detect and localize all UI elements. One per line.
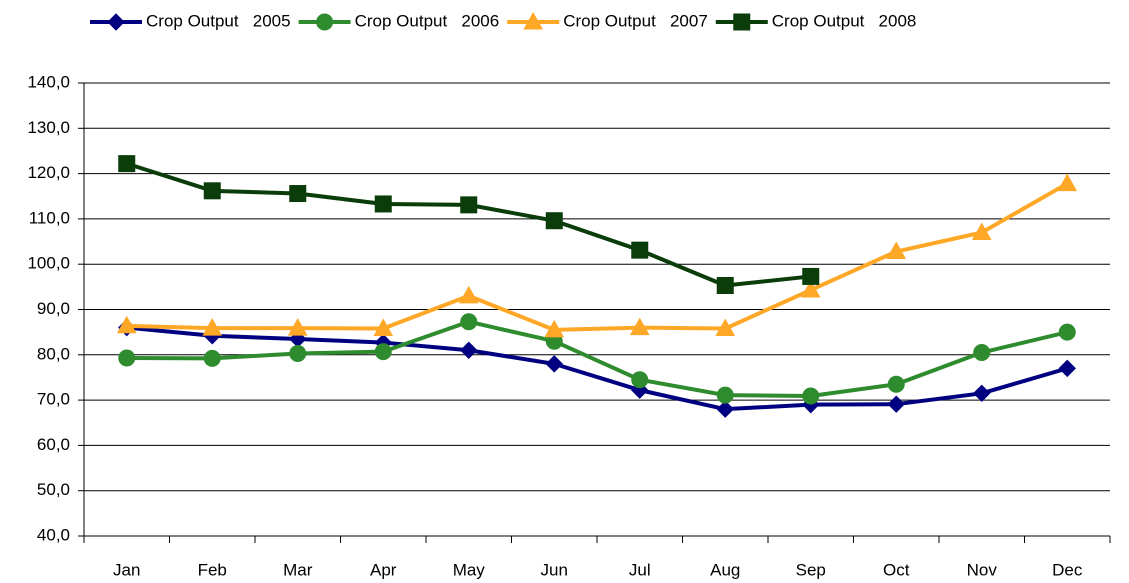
- marker: [973, 384, 991, 403]
- marker: [1057, 173, 1078, 192]
- legend-label: Crop Output 2005: [146, 11, 291, 30]
- y-tick-label: 120,0: [27, 163, 70, 182]
- series-line: [126, 319, 1068, 399]
- y-tick-label: 40,0: [37, 525, 70, 544]
- marker: [802, 267, 820, 285]
- x-tick-label: Jul: [629, 560, 651, 579]
- marker: [203, 349, 221, 367]
- marker: [202, 318, 223, 336]
- series-line: [126, 161, 811, 288]
- marker: [545, 355, 563, 373]
- marker: [886, 241, 907, 260]
- y-tick-label: 130,0: [27, 118, 70, 137]
- marker: [373, 318, 394, 337]
- marker: [458, 285, 479, 304]
- marker: [203, 182, 221, 200]
- y-tick-label: 90,0: [37, 299, 70, 318]
- marker: [716, 386, 734, 404]
- x-tick-label: May: [453, 560, 486, 579]
- marker: [374, 343, 392, 361]
- y-tick-label: 80,0: [37, 344, 70, 363]
- marker: [971, 222, 992, 240]
- marker: [460, 341, 478, 359]
- marker: [631, 371, 649, 389]
- x-tick-label: Feb: [198, 560, 227, 579]
- legend-label: Crop Output 2006: [355, 11, 500, 30]
- x-tick-label: Nov: [967, 560, 998, 579]
- marker: [116, 315, 137, 334]
- legend-marker: [316, 13, 334, 31]
- x-tick-label: Mar: [283, 560, 313, 579]
- y-tick-label: 50,0: [37, 480, 70, 499]
- legend-marker: [107, 13, 125, 31]
- legend-label: Crop Output 2008: [772, 11, 917, 30]
- marker: [287, 318, 308, 336]
- marker: [973, 344, 991, 362]
- y-tick-label: 70,0: [37, 390, 70, 409]
- marker: [802, 387, 820, 405]
- marker: [800, 280, 821, 298]
- marker: [118, 155, 136, 173]
- marker: [460, 196, 478, 214]
- x-tick-label: Jun: [541, 560, 568, 579]
- marker: [1058, 359, 1076, 378]
- legend-label: Crop Output 2007: [563, 11, 708, 30]
- marker: [545, 212, 563, 230]
- marker: [716, 400, 734, 418]
- marker: [118, 349, 136, 367]
- legend-marker: [523, 11, 544, 30]
- x-tick-label: Oct: [883, 560, 910, 579]
- x-tick-label: Sep: [796, 560, 826, 579]
- marker: [887, 395, 905, 413]
- legend-marker: [733, 13, 751, 31]
- y-tick-label: 60,0: [37, 435, 70, 454]
- marker: [544, 319, 565, 338]
- x-tick-label: Aug: [710, 560, 740, 579]
- y-tick-label: 100,0: [27, 254, 70, 273]
- series-line: [126, 325, 1068, 412]
- y-tick-label: 110,0: [29, 208, 70, 227]
- x-tick-label: Dec: [1052, 560, 1083, 579]
- x-tick-label: Apr: [370, 560, 397, 579]
- series-line: [126, 181, 1069, 332]
- marker: [715, 318, 736, 337]
- marker: [887, 375, 905, 393]
- marker: [716, 276, 734, 294]
- x-tick-label: Jan: [113, 560, 140, 579]
- marker: [289, 185, 307, 203]
- marker: [631, 241, 649, 259]
- marker: [629, 317, 650, 336]
- marker: [460, 313, 478, 331]
- y-tick-label: 140,0: [27, 72, 70, 91]
- marker: [1058, 323, 1076, 341]
- marker: [374, 195, 392, 213]
- marker: [289, 344, 307, 362]
